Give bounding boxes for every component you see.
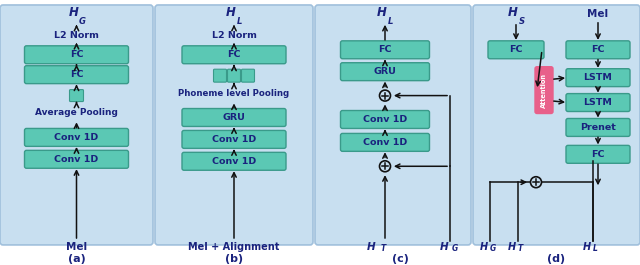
Text: FC: FC [509,45,523,54]
Text: T: T [518,244,524,253]
Text: (a): (a) [68,254,85,264]
FancyBboxPatch shape [0,5,153,245]
FancyBboxPatch shape [227,69,241,82]
Text: GRU: GRU [223,113,245,122]
FancyBboxPatch shape [566,69,630,87]
Text: L2 Norm: L2 Norm [212,31,257,40]
Text: L: L [387,17,393,26]
FancyBboxPatch shape [241,69,255,82]
Text: FC: FC [591,150,605,159]
Text: (d): (d) [547,254,566,264]
Text: H: H [583,242,591,252]
FancyBboxPatch shape [340,133,429,151]
Text: T: T [381,244,387,253]
Text: Mel: Mel [588,9,609,19]
Text: FC: FC [70,50,83,59]
Text: (c): (c) [392,254,408,264]
FancyBboxPatch shape [182,130,286,148]
FancyBboxPatch shape [340,41,429,59]
FancyBboxPatch shape [535,67,553,113]
Text: H: H [226,6,236,19]
Text: L2 Norm: L2 Norm [54,31,99,40]
FancyBboxPatch shape [70,90,83,101]
Text: Mel + Alignment: Mel + Alignment [188,242,280,252]
FancyBboxPatch shape [155,5,313,245]
Text: Mel: Mel [66,242,87,252]
FancyBboxPatch shape [488,41,544,59]
Text: Conv 1D: Conv 1D [363,138,407,147]
FancyBboxPatch shape [182,109,286,126]
Text: LSTM: LSTM [584,98,612,107]
Text: H: H [366,242,375,252]
Text: G: G [490,244,496,253]
FancyBboxPatch shape [24,150,129,168]
Text: H: H [508,6,518,19]
Text: Conv 1D: Conv 1D [363,115,407,124]
Text: GRU: GRU [374,67,396,76]
Text: H: H [377,6,387,19]
Text: Prenet: Prenet [580,123,616,132]
Text: Average Pooling: Average Pooling [35,108,118,117]
Text: Phoneme level Pooling: Phoneme level Pooling [179,89,289,98]
Text: FC: FC [378,45,392,54]
FancyBboxPatch shape [566,41,630,59]
FancyBboxPatch shape [315,5,471,245]
FancyBboxPatch shape [473,5,640,245]
Text: Conv 1D: Conv 1D [212,157,256,166]
FancyBboxPatch shape [566,118,630,136]
Text: Attention: Attention [541,73,547,108]
FancyBboxPatch shape [340,111,429,129]
Text: FC: FC [227,50,241,59]
Text: G: G [79,17,86,26]
FancyBboxPatch shape [182,46,286,64]
Text: L: L [593,244,598,253]
Text: L: L [237,17,242,26]
Text: FC: FC [591,45,605,54]
Text: H: H [508,242,516,252]
Text: H: H [440,242,448,252]
FancyBboxPatch shape [24,46,129,64]
FancyBboxPatch shape [340,63,429,81]
Text: H: H [68,6,79,19]
FancyBboxPatch shape [566,145,630,163]
Text: (b): (b) [225,254,243,264]
Text: H: H [480,242,488,252]
Text: G: G [452,244,458,253]
Text: Conv 1D: Conv 1D [212,135,256,144]
Text: Conv 1D: Conv 1D [54,133,99,142]
FancyBboxPatch shape [24,129,129,146]
FancyBboxPatch shape [214,69,227,82]
FancyBboxPatch shape [182,152,286,170]
Text: LSTM: LSTM [584,73,612,82]
Text: FC: FC [70,70,83,79]
FancyBboxPatch shape [24,66,129,84]
Text: S: S [518,17,525,26]
FancyBboxPatch shape [566,94,630,112]
Text: Conv 1D: Conv 1D [54,155,99,164]
